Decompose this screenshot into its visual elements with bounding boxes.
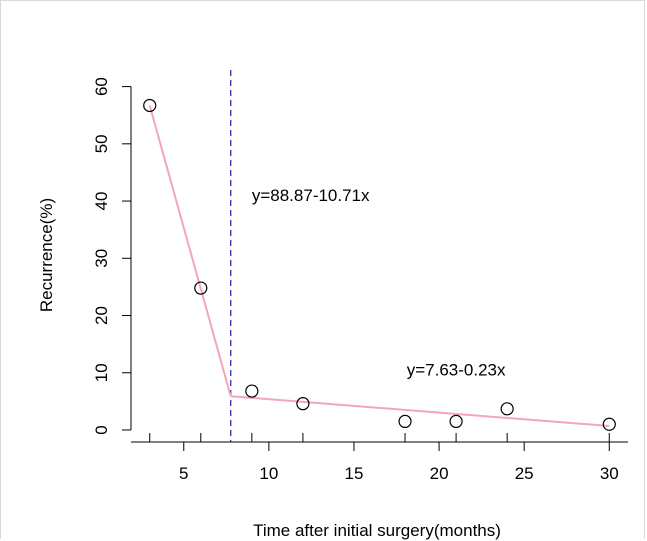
x-tick-label: 5 xyxy=(179,464,188,483)
x-tick-label: 15 xyxy=(345,464,364,483)
y-tick-label: 0 xyxy=(92,425,111,434)
y-axis-label: Recurrence(%) xyxy=(37,198,56,312)
y-tick-label: 40 xyxy=(92,192,111,211)
fit-line-segment xyxy=(230,395,610,427)
y-tick-label: 30 xyxy=(92,249,111,268)
y-tick-label: 10 xyxy=(92,363,111,382)
data-point xyxy=(194,281,208,295)
fit-line-segment xyxy=(148,105,232,397)
plot-area: y=88.87-10.71x y=7.63-0.23x xyxy=(143,70,616,442)
data-point xyxy=(296,397,310,411)
x-tick-label: 25 xyxy=(515,464,534,483)
axes-group: 5 10 15 20 25 30 0 10 20 30 40 50 60 xyxy=(92,77,628,483)
equation-annotation: y=7.63-0.23x xyxy=(407,361,506,380)
data-point xyxy=(602,417,616,431)
equation-annotation: y=88.87-10.71x xyxy=(252,186,370,205)
x-tick-label: 20 xyxy=(430,464,449,483)
data-point xyxy=(143,98,157,113)
data-point xyxy=(500,402,514,416)
data-point xyxy=(245,384,259,398)
y-tick-label: 50 xyxy=(92,134,111,153)
y-tick-label: 20 xyxy=(92,306,111,325)
x-axis-label: Time after initial surgery(months) xyxy=(253,521,501,540)
data-point xyxy=(449,414,463,428)
data-point xyxy=(398,414,412,428)
y-tick-label: 60 xyxy=(92,77,111,96)
x-tick-label: 10 xyxy=(259,464,278,483)
x-tick-label: 30 xyxy=(600,464,619,483)
